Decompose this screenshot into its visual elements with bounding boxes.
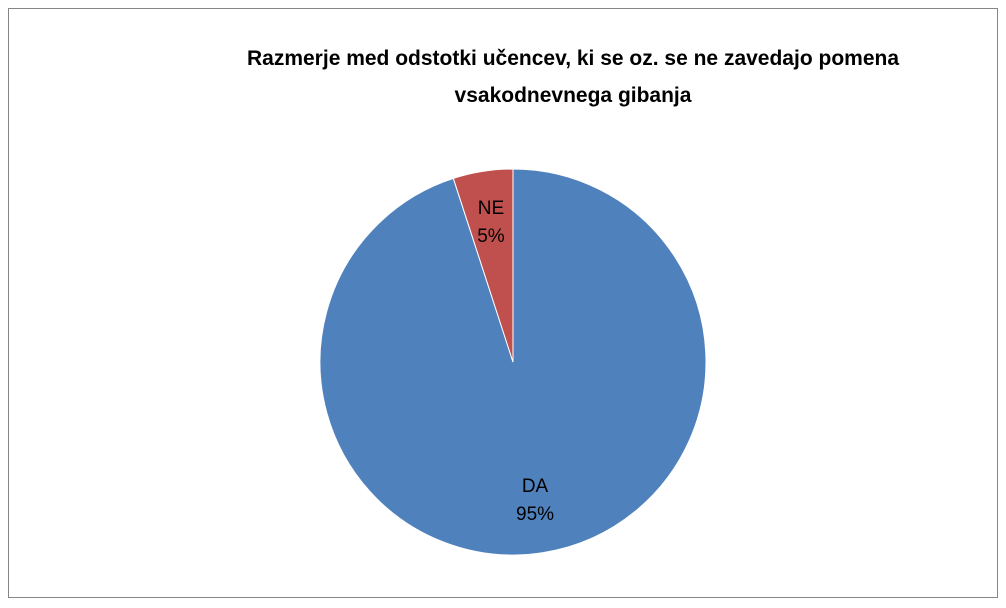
slice-category-label: NE: [478, 198, 504, 219]
slice-value-label: 95%: [516, 504, 554, 525]
chart-title: Razmerje med odstotki učencev, ki se oz.…: [246, 47, 899, 107]
slice-category-label: DA: [522, 476, 549, 497]
pie-slice: [452, 168, 514, 363]
slice-value-label: 5%: [477, 226, 505, 247]
